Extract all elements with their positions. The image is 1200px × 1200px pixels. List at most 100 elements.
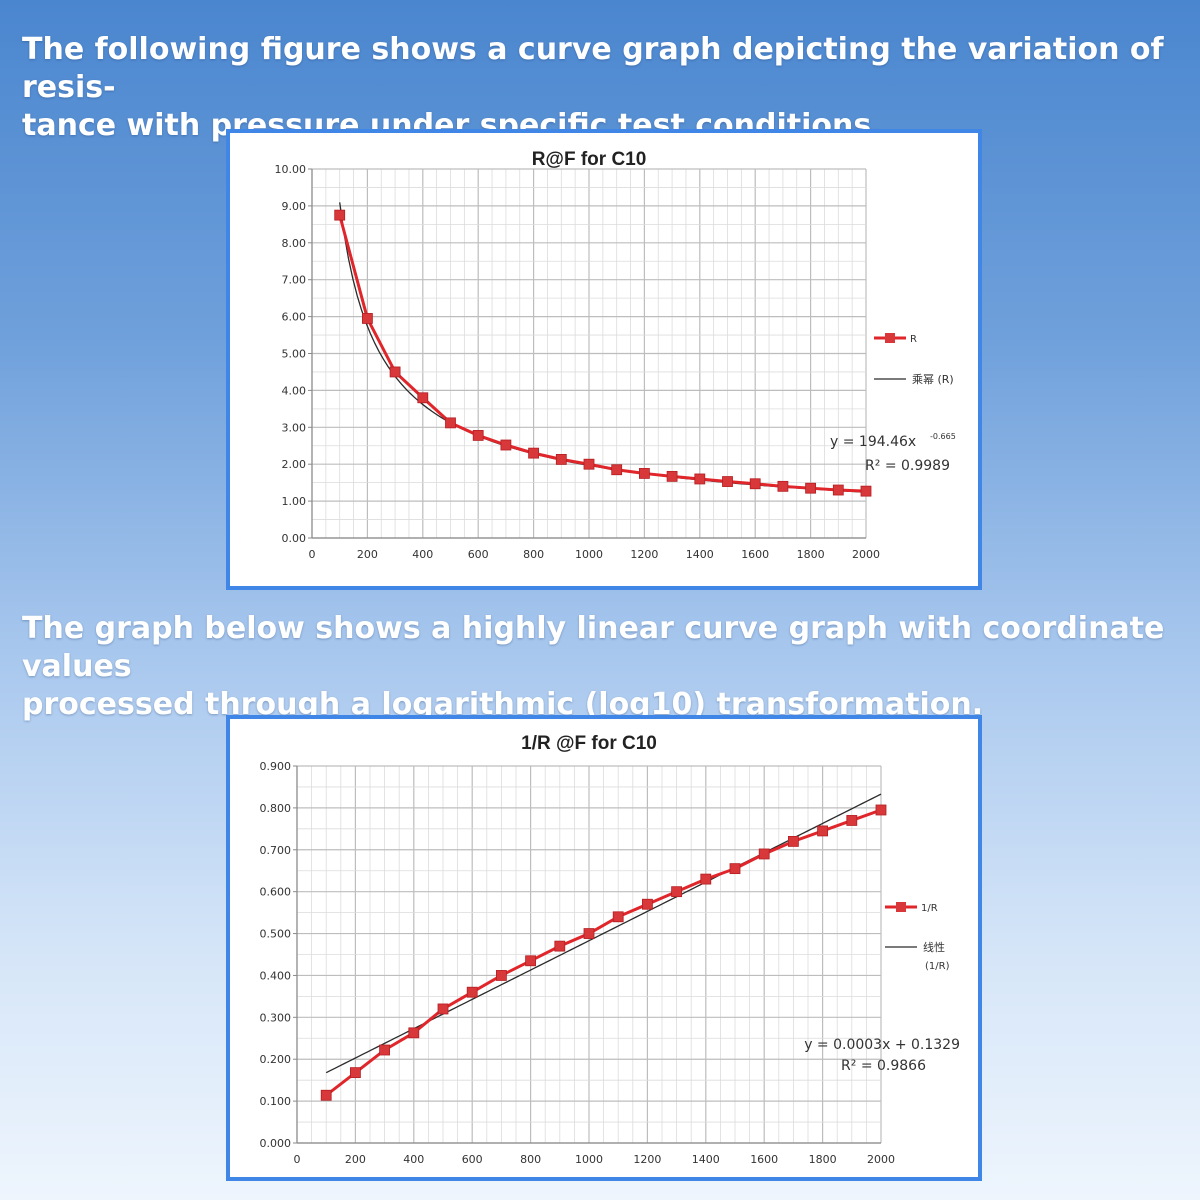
r-chart-x-tick-label: 200 (357, 548, 378, 561)
r-chart-y-tick-label: 2.00 (282, 458, 307, 471)
r-chart-x-tick-label: 800 (523, 548, 544, 561)
inv-r-chart-data-point (408, 1027, 420, 1039)
inv-r-chart-x-tick-label: 200 (345, 1153, 366, 1166)
r-chart-legend-series-label: R (910, 334, 917, 345)
r-chart-legend-trend-label: 乘幂 (R) (912, 373, 954, 386)
caption-top-line-1: The following figure shows a curve graph… (22, 32, 1164, 105)
inv-r-chart-x-tick-label: 1600 (750, 1153, 778, 1166)
inv-r-chart-data-point (729, 863, 741, 875)
r-chart-data-point (694, 473, 706, 485)
chart-resistance-frame: 0.00 1.00 2.00 3.00 4.00 5.00 6.00 7.00 8.00 9.00… (226, 129, 982, 590)
inv-r-chart-legend-trend-label: 线性 (923, 940, 945, 954)
r-chart-x-tick-label: 1600 (741, 548, 769, 561)
r-chart-legend-series-marker (885, 333, 895, 343)
inv-r-chart-x-tick-label: 600 (462, 1153, 483, 1166)
inv-r-chart-y-tick-label: 0.000 (260, 1137, 292, 1150)
r-chart-y-tick-label: 7.00 (282, 274, 307, 287)
inv-r-chart-y-tick-label: 0.300 (260, 1011, 292, 1024)
r-chart-data-point (722, 476, 733, 487)
inv-r-chart-data-point (583, 928, 595, 939)
r-chart-x-tick-label: 1800 (797, 548, 825, 561)
inv-r-chart-x-tick-label: 0 (294, 1153, 301, 1166)
r-chart-y-tick-label: 3.00 (282, 421, 307, 434)
inv-r-chart-x-tick-label: 1800 (809, 1153, 837, 1166)
r-chart-y-tick-label: 0.00 (282, 532, 307, 545)
inv-r-chart-equation: y = 0.0003x + 0.1329 (804, 1037, 960, 1053)
inv-r-chart-legend-series-marker (896, 902, 906, 912)
r-chart-y-tick-label: 9.00 (282, 200, 307, 213)
caption-bottom: The graph below shows a highly linear cu… (22, 610, 1182, 724)
r-chart-x-tick-label: 2000 (852, 548, 880, 561)
r-chart-data-point (666, 470, 678, 482)
inv-r-chart-x-tick-label: 2000 (867, 1153, 895, 1166)
r-chart-y-tick-label: 10.00 (275, 163, 307, 176)
r-chart-y-tick-label: 8.00 (282, 237, 307, 250)
inv-r-chart-y-tick-label: 0.600 (260, 886, 292, 899)
r-chart-data-point (555, 454, 567, 465)
inv-r-chart-x-tick-label: 400 (403, 1153, 424, 1166)
inv-r-chart-data-point (671, 886, 683, 898)
inv-r-chart-data-point (758, 848, 770, 860)
inv-r-chart-data-point (320, 1089, 332, 1101)
r-chart-x-tick-label: 600 (468, 548, 489, 561)
inv-r-chart-y-tick-label: 0.100 (260, 1095, 292, 1108)
r-chart-title: R@F for C10 (532, 149, 647, 170)
r-chart-data-point (611, 464, 623, 476)
inv-r-chart-data-point (788, 836, 799, 847)
inv-r-chart-x-tick-label: 1400 (692, 1153, 720, 1166)
r-chart-data-point (749, 478, 761, 490)
chart-resistance-vs-pressure: 0.00 1.00 2.00 3.00 4.00 5.00 6.00 7.00 8.00 9.00… (275, 149, 956, 561)
r-chart-y-tick-label: 4.00 (282, 384, 307, 397)
r-chart-x-tick-label: 1000 (575, 548, 603, 561)
inv-r-chart-data-point (466, 986, 478, 998)
inv-r-chart-data-point (612, 911, 624, 923)
r-chart-data-point (445, 417, 456, 429)
r-chart-x-tick-label: 1200 (630, 548, 658, 561)
r-chart-data-point (860, 485, 872, 497)
r-chart-data-point (805, 482, 816, 494)
inv-r-chart-data-point (379, 1044, 391, 1056)
inv-r-chart-data-point (525, 955, 537, 967)
r-chart-y-tick-label: 6.00 (282, 311, 307, 324)
inv-r-chart-title: 1/R @F for C10 (521, 733, 657, 754)
r-chart-data-point (500, 439, 512, 451)
chart-conductance-frame: 0.000 0.100 0.200 0.300 0.400 0.500 0.600 0.700… (226, 715, 982, 1181)
inv-r-chart-legend-series-label: 1/R (921, 903, 938, 914)
inv-r-chart-data-point (350, 1067, 361, 1079)
r-chart-equation-exponent: -0.665 (930, 432, 956, 441)
r-chart-data-point (528, 447, 540, 459)
inv-r-chart-x-tick-label: 1200 (633, 1153, 661, 1166)
r-chart-x-tick-label: 1400 (686, 548, 714, 561)
r-chart-data-point (583, 458, 595, 470)
inv-r-chart-data-point (641, 898, 653, 910)
inv-r-chart-data-point (495, 970, 507, 981)
inv-r-chart-x-tick-label: 800 (520, 1153, 541, 1166)
inv-r-chart-data-point (846, 815, 858, 826)
r-chart-data-point (832, 484, 844, 496)
r-chart-y-tick-label: 1.00 (282, 495, 307, 508)
inv-r-chart-data-point (817, 825, 828, 837)
r-chart-equation: y = 194.46x (830, 434, 916, 450)
inv-r-chart-y-tick-label: 0.200 (260, 1053, 292, 1066)
chart-conductance-vs-pressure: 0.000 0.100 0.200 0.300 0.400 0.500 0.600 0.700… (260, 733, 961, 1166)
r-chart-data-point (417, 392, 429, 404)
r-chart-data-point (472, 430, 484, 441)
r-chart-data-point (777, 480, 789, 492)
r-chart-x-tick-label: 0 (309, 548, 316, 561)
inv-r-chart-r-squared: R² = 0.9866 (841, 1058, 926, 1074)
inv-r-chart-y-tick-label: 0.800 (260, 802, 292, 815)
r-chart-r-squared: R² = 0.9989 (865, 458, 950, 474)
r-chart-data-point (389, 366, 401, 378)
inv-r-chart-data-point (875, 804, 887, 816)
inv-r-chart-data-point (437, 1003, 449, 1015)
caption-bottom-line-1: The graph below shows a highly linear cu… (22, 611, 1165, 684)
r-chart-x-tick-label: 400 (412, 548, 433, 561)
inv-r-chart-y-tick-label: 0.500 (260, 928, 292, 941)
caption-top: The following figure shows a curve graph… (22, 31, 1182, 145)
inv-r-chart-y-tick-label: 0.400 (260, 969, 292, 982)
inv-r-chart-data-point (700, 873, 712, 885)
inv-r-chart-y-tick-label: 0.700 (260, 844, 292, 857)
inv-r-chart-legend-trend-label-2: (1/R) (925, 961, 950, 972)
inv-r-chart-y-tick-label: 0.900 (260, 760, 292, 773)
r-chart-data-point (361, 313, 373, 324)
